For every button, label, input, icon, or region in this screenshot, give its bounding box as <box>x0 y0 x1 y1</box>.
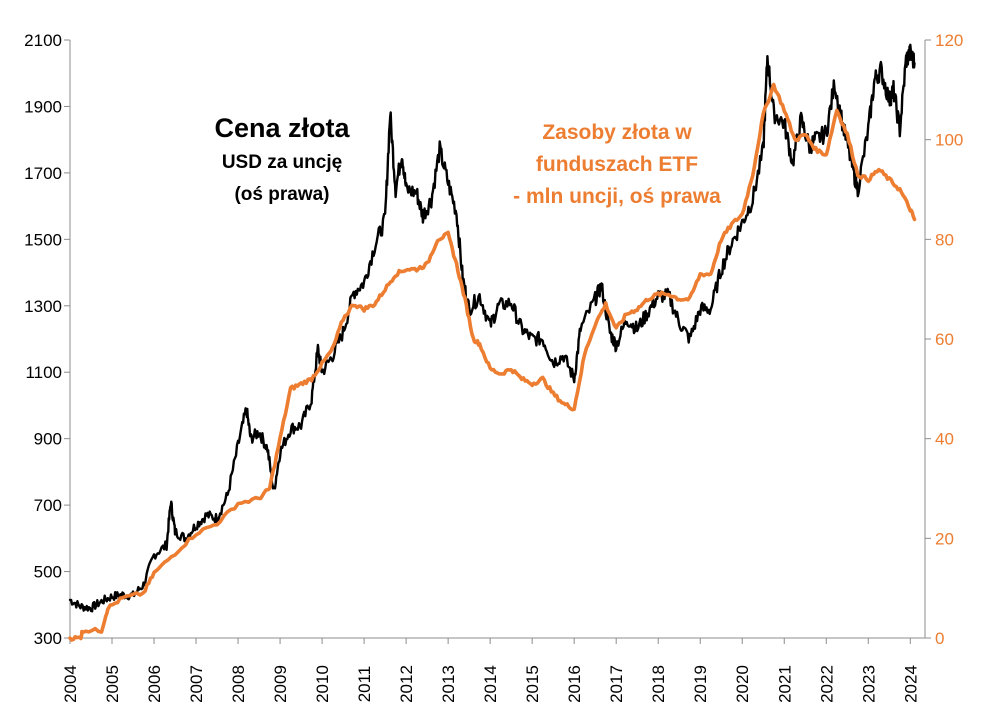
x-tick-label: 2009 <box>271 665 290 703</box>
left-tick-label: 700 <box>34 496 62 515</box>
right-tick-label: 60 <box>935 330 954 349</box>
x-tick-label: 2020 <box>733 665 752 703</box>
x-tick-label: 2012 <box>397 665 416 703</box>
x-tick-label: 2023 <box>859 665 878 703</box>
right-axis-ticks: 0 20 40 60 80 100 120 <box>925 31 963 648</box>
x-tick-label: 2021 <box>775 665 794 703</box>
x-tick-label: 2022 <box>817 665 836 703</box>
right-tick-label: 0 <box>935 629 944 648</box>
etf-annotation-line3: - mln uncji, oś prawa <box>513 185 721 208</box>
right-tick-label: 20 <box>935 529 954 548</box>
axes <box>69 40 926 639</box>
x-tick-label: 2008 <box>229 665 248 703</box>
etf-holdings-line <box>68 82 917 642</box>
left-tick-label: 1500 <box>24 230 62 249</box>
x-tick-label: 2018 <box>649 665 668 703</box>
gold-title-annotation: Cena złota <box>214 113 350 143</box>
left-tick-label: 500 <box>34 563 62 582</box>
left-axis-ticks: 300 500 700 900 1100 1300 1500 1700 1900 2100 <box>24 31 70 648</box>
x-tick-label: 2013 <box>439 665 458 703</box>
left-tick-label: 1100 <box>25 363 62 382</box>
gold-price-line <box>68 43 916 613</box>
left-tick-label: 900 <box>34 430 62 449</box>
right-tick-label: 80 <box>935 230 954 249</box>
gold-subtitle-axis: (oś prawa) <box>234 184 329 205</box>
x-tick-label: 2017 <box>607 665 626 703</box>
gold-subtitle-unit: USD za uncję <box>222 152 342 173</box>
x-tick-label: 2010 <box>313 665 332 703</box>
x-tick-label: 2011 <box>355 666 374 703</box>
right-tick-label: 100 <box>935 131 963 150</box>
x-tick-label: 2014 <box>481 665 500 703</box>
x-tick-label: 2004 <box>61 665 80 703</box>
etf-annotation-line2: funduszach ETF <box>536 153 698 176</box>
right-tick-label: 40 <box>935 430 954 449</box>
left-tick-label: 2100 <box>24 31 62 50</box>
x-tick-label: 2006 <box>145 665 164 703</box>
x-tick-label: 2007 <box>187 665 206 703</box>
x-axis-ticks: 2004 2005 2006 2007 2008 2009 2010 2011 2012 2013… <box>61 638 920 703</box>
left-tick-label: 1700 <box>24 164 62 183</box>
right-tick-label: 120 <box>935 31 963 50</box>
x-tick-label: 2019 <box>691 665 710 703</box>
etf-annotation-line1: Zasoby złota w <box>542 121 692 144</box>
series-layer <box>68 43 917 642</box>
left-tick-label: 300 <box>34 629 62 648</box>
x-tick-label: 2016 <box>565 665 584 703</box>
left-tick-label: 1300 <box>24 297 62 316</box>
x-tick-label: 2015 <box>523 665 542 703</box>
x-tick-label: 2005 <box>103 665 122 703</box>
x-tick-label: 2024 <box>901 665 920 703</box>
left-tick-label: 1900 <box>24 97 62 116</box>
